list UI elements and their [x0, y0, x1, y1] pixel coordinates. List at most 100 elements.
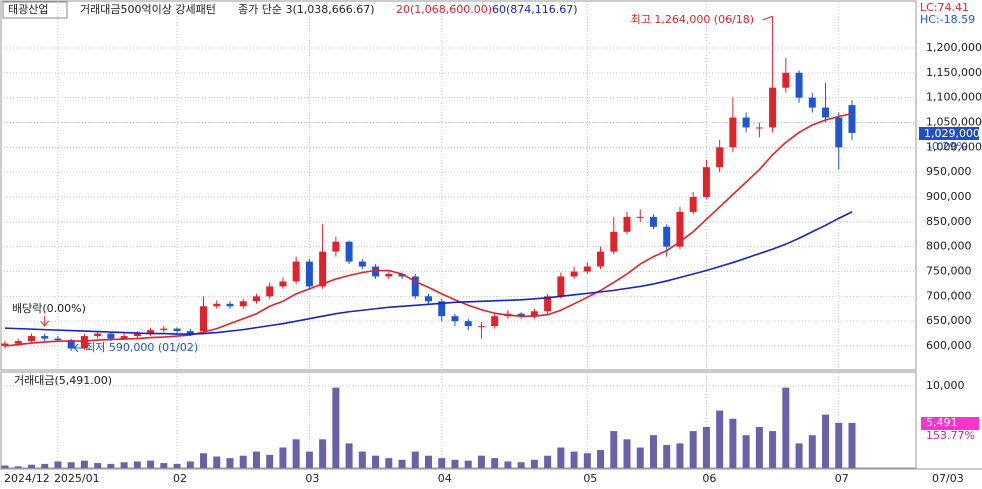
- volume-bar: [716, 410, 724, 468]
- volume-bar: [54, 461, 62, 468]
- annotation: 최저 590,000 (01/02): [85, 341, 198, 354]
- volume-bar: [504, 461, 512, 468]
- volume-bar: [186, 461, 194, 468]
- last-price: 1,029,000: [924, 127, 980, 140]
- title-box: [2, 1, 68, 19]
- candle-body: [742, 117, 750, 128]
- candle-body: [226, 303, 234, 307]
- volume-bar: [610, 431, 618, 468]
- candle-body: [372, 266, 380, 277]
- x-tick-label: 04: [438, 472, 452, 485]
- candle-body: [41, 336, 49, 339]
- volume-bar: [477, 455, 485, 468]
- candle-body: [292, 261, 300, 282]
- corner-label: LC:74.41: [920, 1, 969, 14]
- candle-body: [266, 286, 274, 297]
- volume-bar: [358, 451, 366, 468]
- x-tick-label: 05: [583, 472, 597, 485]
- candle-body: [385, 273, 393, 277]
- volume-bar: [372, 455, 380, 468]
- y-tick-label: 600,000: [926, 339, 972, 352]
- candle-body: [822, 107, 830, 118]
- candle-body: [517, 313, 525, 317]
- candle-body: [570, 271, 578, 277]
- candle-body: [755, 127, 763, 129]
- candle-body: [676, 211, 684, 247]
- candle-body: [583, 266, 591, 272]
- candle-body: [345, 241, 353, 262]
- candle-body: [702, 167, 710, 197]
- volume-bar: [292, 439, 300, 468]
- volume-bar: [451, 459, 459, 468]
- corner-label: HC:-18.59: [920, 13, 975, 26]
- volume-bar: [557, 447, 565, 468]
- volume-bar: [649, 435, 657, 468]
- x-tick-label: 2025/01: [54, 472, 100, 485]
- candle-body: [729, 117, 737, 148]
- candle-body: [14, 341, 22, 344]
- volume-frame: [0, 371, 917, 469]
- volume-bar: [226, 458, 234, 468]
- ma-line: [4, 211, 853, 335]
- volume-bar: [491, 458, 499, 468]
- candle-body: [782, 72, 790, 88]
- volume-bar: [835, 422, 843, 468]
- volume-bar: [689, 431, 697, 468]
- annotation: 배당락(0.00%): [12, 302, 86, 315]
- candle-body: [808, 97, 816, 108]
- volume-bar: [41, 463, 49, 468]
- volume-bar: [345, 443, 353, 468]
- candle-body: [451, 316, 459, 322]
- volume-bar: [279, 447, 287, 468]
- candle-body: [597, 251, 605, 267]
- candle-body: [769, 87, 777, 128]
- volume-bar: [213, 456, 221, 468]
- y-tick-label: 1,150,000: [926, 66, 982, 79]
- volume-bar: [464, 460, 472, 468]
- volume-bar: [425, 455, 432, 468]
- candle-body: [358, 261, 366, 267]
- candle-body: [464, 321, 472, 327]
- volume-bar: [120, 462, 128, 468]
- x-tick-label: 02: [173, 472, 187, 485]
- x-tick-label: 07: [835, 472, 849, 485]
- candle-body: [411, 276, 419, 297]
- date-label: 07/03: [932, 472, 964, 485]
- last-price-box: [919, 127, 979, 140]
- volume-bar: [570, 451, 578, 468]
- y-tick-label: 750,000: [926, 265, 972, 278]
- y-tick-label: 800,000: [926, 240, 972, 253]
- volume-bar: [67, 462, 75, 468]
- y-tick-label: 650,000: [926, 314, 972, 327]
- volume-bar: [517, 462, 525, 468]
- volume-bar: [822, 414, 830, 468]
- chart-title: 태광산업: [8, 3, 48, 16]
- annotation-arrow: [762, 15, 773, 21]
- volume-bar: [319, 439, 327, 468]
- candle-body: [279, 281, 287, 287]
- candle-body: [623, 216, 631, 232]
- volume-bar: [544, 455, 552, 468]
- volume-bar: [266, 454, 274, 468]
- candle-body: [848, 105, 856, 133]
- annotation: 최고 1,264,000 (06/18): [631, 13, 755, 26]
- annotation-arrow: [73, 343, 84, 353]
- candle-body: [1, 343, 9, 347]
- volume-bar: [636, 447, 644, 468]
- candle-body: [425, 296, 432, 302]
- volume-bar: [14, 466, 22, 468]
- indicator-label: 종가 단순 3(1,038,666.67): [238, 3, 375, 16]
- candle-body: [398, 273, 406, 277]
- candle-body: [319, 251, 327, 287]
- candle-body: [835, 117, 843, 148]
- candle-body: [332, 241, 340, 252]
- change-label: -0.29%: [928, 140, 967, 153]
- y-tick-label: 900,000: [926, 190, 972, 203]
- candle-body: [477, 326, 485, 328]
- candle-body: [67, 340, 75, 349]
- x-tick-label: 03: [305, 472, 319, 485]
- volume-bar: [398, 459, 406, 468]
- candle-body: [649, 216, 657, 227]
- volume-bar: [173, 463, 181, 468]
